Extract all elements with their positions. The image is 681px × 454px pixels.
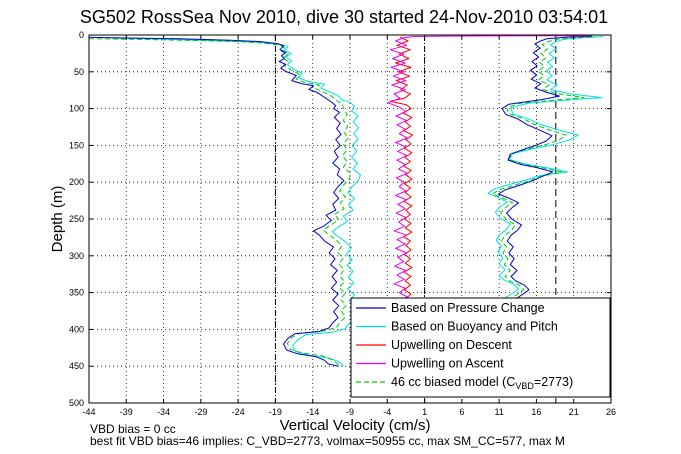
x-tick-label: 1: [422, 407, 427, 417]
series-line-profile: [389, 36, 414, 338]
x-tick-label: -24: [232, 407, 245, 417]
y-tick-label: 400: [69, 324, 84, 334]
x-tick-label: -14: [306, 407, 319, 417]
x-tick-label: 11: [494, 407, 503, 417]
vbd-bias-note: VBD bias = 0 cc: [90, 422, 176, 436]
chart-title: SG502 RossSea Nov 2010, dive 30 started …: [80, 7, 608, 27]
series-line-descent: [88, 36, 345, 367]
y-tick-label: 0: [79, 30, 84, 40]
legend-label: Based on Pressure Change: [391, 301, 545, 315]
x-tick-label: 6: [459, 407, 464, 417]
legend-suffix: =2773): [534, 375, 573, 389]
x-tick-label: -39: [120, 407, 133, 417]
y-tick-label: 100: [69, 104, 84, 114]
y-tick-label: 200: [69, 177, 84, 187]
x-tick-label: -29: [194, 407, 207, 417]
y-tick-label: 300: [69, 251, 84, 261]
y-tick-label: 350: [69, 288, 84, 298]
legend-label: 46 cc biased model (CVBD=2773): [391, 375, 573, 391]
x-axis-label: Vertical Velocity (cm/s): [280, 417, 431, 434]
legend-box: [350, 297, 611, 398]
y-tick-label: 50: [74, 67, 84, 77]
y-axis-label: Depth (m): [49, 186, 66, 253]
x-tick-label: -19: [269, 407, 282, 417]
series-line-descent: [88, 38, 352, 367]
y-tick-label: 500: [69, 398, 84, 408]
legend: Based on Pressure Change Based on Buoyanc…: [350, 297, 611, 398]
legend-label: Based on Buoyancy and Pitch: [391, 320, 558, 334]
x-tick-label: -4: [383, 407, 391, 417]
legend-subscript: VBD: [515, 381, 534, 391]
series-line-ascent: [491, 36, 597, 367]
legend-label: Upwelling on Ascent: [391, 357, 504, 371]
x-tick-labels: -44 -39 -34 -29 -24 -19 -14 -9 -4 1 6 11 16 21 26: [82, 407, 616, 417]
y-tick-label: 250: [69, 214, 84, 224]
x-tick-label: 16: [531, 407, 541, 417]
grid-lines: [89, 35, 611, 403]
x-tick-label: -9: [346, 407, 354, 417]
x-tick-label: 26: [606, 407, 616, 417]
y-tick-label: 450: [69, 361, 84, 371]
axis-ticks: [88, 34, 612, 404]
best-fit-note: best fit VBD bias=46 implies: C_VBD=2773…: [90, 434, 565, 448]
x-tick-label: 21: [569, 407, 579, 417]
y-tick-label: 150: [69, 140, 84, 150]
x-tick-label: -34: [157, 407, 170, 417]
x-tick-label: -44: [82, 407, 95, 417]
y-tick-labels: 0 50 100 150 200 250 300 350 400 450 500: [69, 30, 84, 408]
legend-label: Upwelling on Descent: [391, 338, 512, 352]
